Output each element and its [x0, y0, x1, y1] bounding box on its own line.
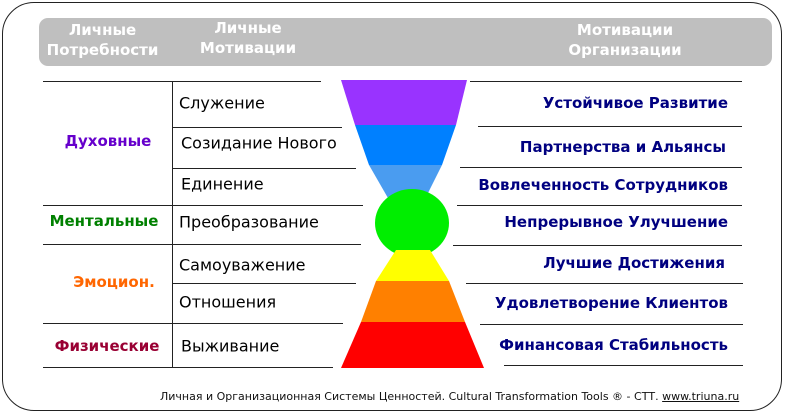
motivation-item: Единение — [181, 174, 264, 194]
divider — [478, 126, 742, 127]
header-personal-needs: Личные Потребности — [46, 21, 159, 59]
divider — [43, 323, 343, 324]
level-creation — [355, 125, 456, 165]
divider — [466, 283, 743, 284]
need-spiritual: Духовные — [64, 132, 152, 150]
divider — [43, 205, 363, 206]
divider — [460, 167, 742, 168]
divider — [172, 127, 342, 128]
header-org-motivations: Мотивации Организации — [568, 21, 682, 59]
divider — [457, 205, 742, 206]
motivation-item: Созидание Нового — [181, 133, 337, 153]
diagram-frame — [2, 2, 782, 411]
motivation-item: Самоуважение — [179, 255, 306, 275]
footer-text: Личная и Организационная Системы Ценност… — [160, 390, 663, 403]
header-bar — [39, 18, 772, 66]
org-motivation-item: Партнерства и Альянсы — [519, 138, 726, 156]
footer-link[interactable]: www.triuna.ru — [662, 390, 740, 403]
need-emotional: Эмоцион. — [73, 273, 155, 291]
org-motivation-item: Устойчивое Развитие — [542, 94, 728, 112]
level-service — [341, 80, 467, 125]
need-mental: Ментальные — [49, 212, 159, 230]
org-motivation-item: Лучшие Достижения — [543, 254, 725, 272]
divider — [43, 244, 361, 245]
level-relationships — [361, 281, 465, 322]
org-motivation-item: Непрерывное Улучшение — [504, 213, 728, 231]
footer: Личная и Организационная Системы Ценност… — [160, 390, 739, 403]
org-motivation-item: Удовлетворение Клиентов — [494, 294, 728, 312]
divider — [504, 365, 743, 366]
need-physical: Физические — [54, 337, 160, 355]
level-transformation — [375, 189, 449, 257]
level-survival — [341, 322, 484, 368]
divider — [172, 283, 356, 284]
divider — [453, 245, 742, 246]
org-motivation-item: Финансовая Стабильность — [499, 336, 728, 354]
divider — [480, 324, 743, 325]
header-personal-motivations: Личные Мотивации — [199, 19, 297, 57]
divider — [43, 81, 321, 82]
motivation-item: Выживание — [181, 336, 280, 356]
divider — [470, 81, 742, 82]
divider — [172, 168, 356, 169]
motivation-item: Преобразование — [179, 212, 319, 232]
motivation-item: Служение — [179, 93, 265, 113]
motivation-item: Отношения — [179, 292, 277, 312]
org-motivation-item: Вовлеченность Сотрудников — [478, 176, 728, 194]
column-divider — [172, 81, 173, 367]
level-self-esteem — [376, 250, 449, 281]
divider — [43, 367, 333, 368]
